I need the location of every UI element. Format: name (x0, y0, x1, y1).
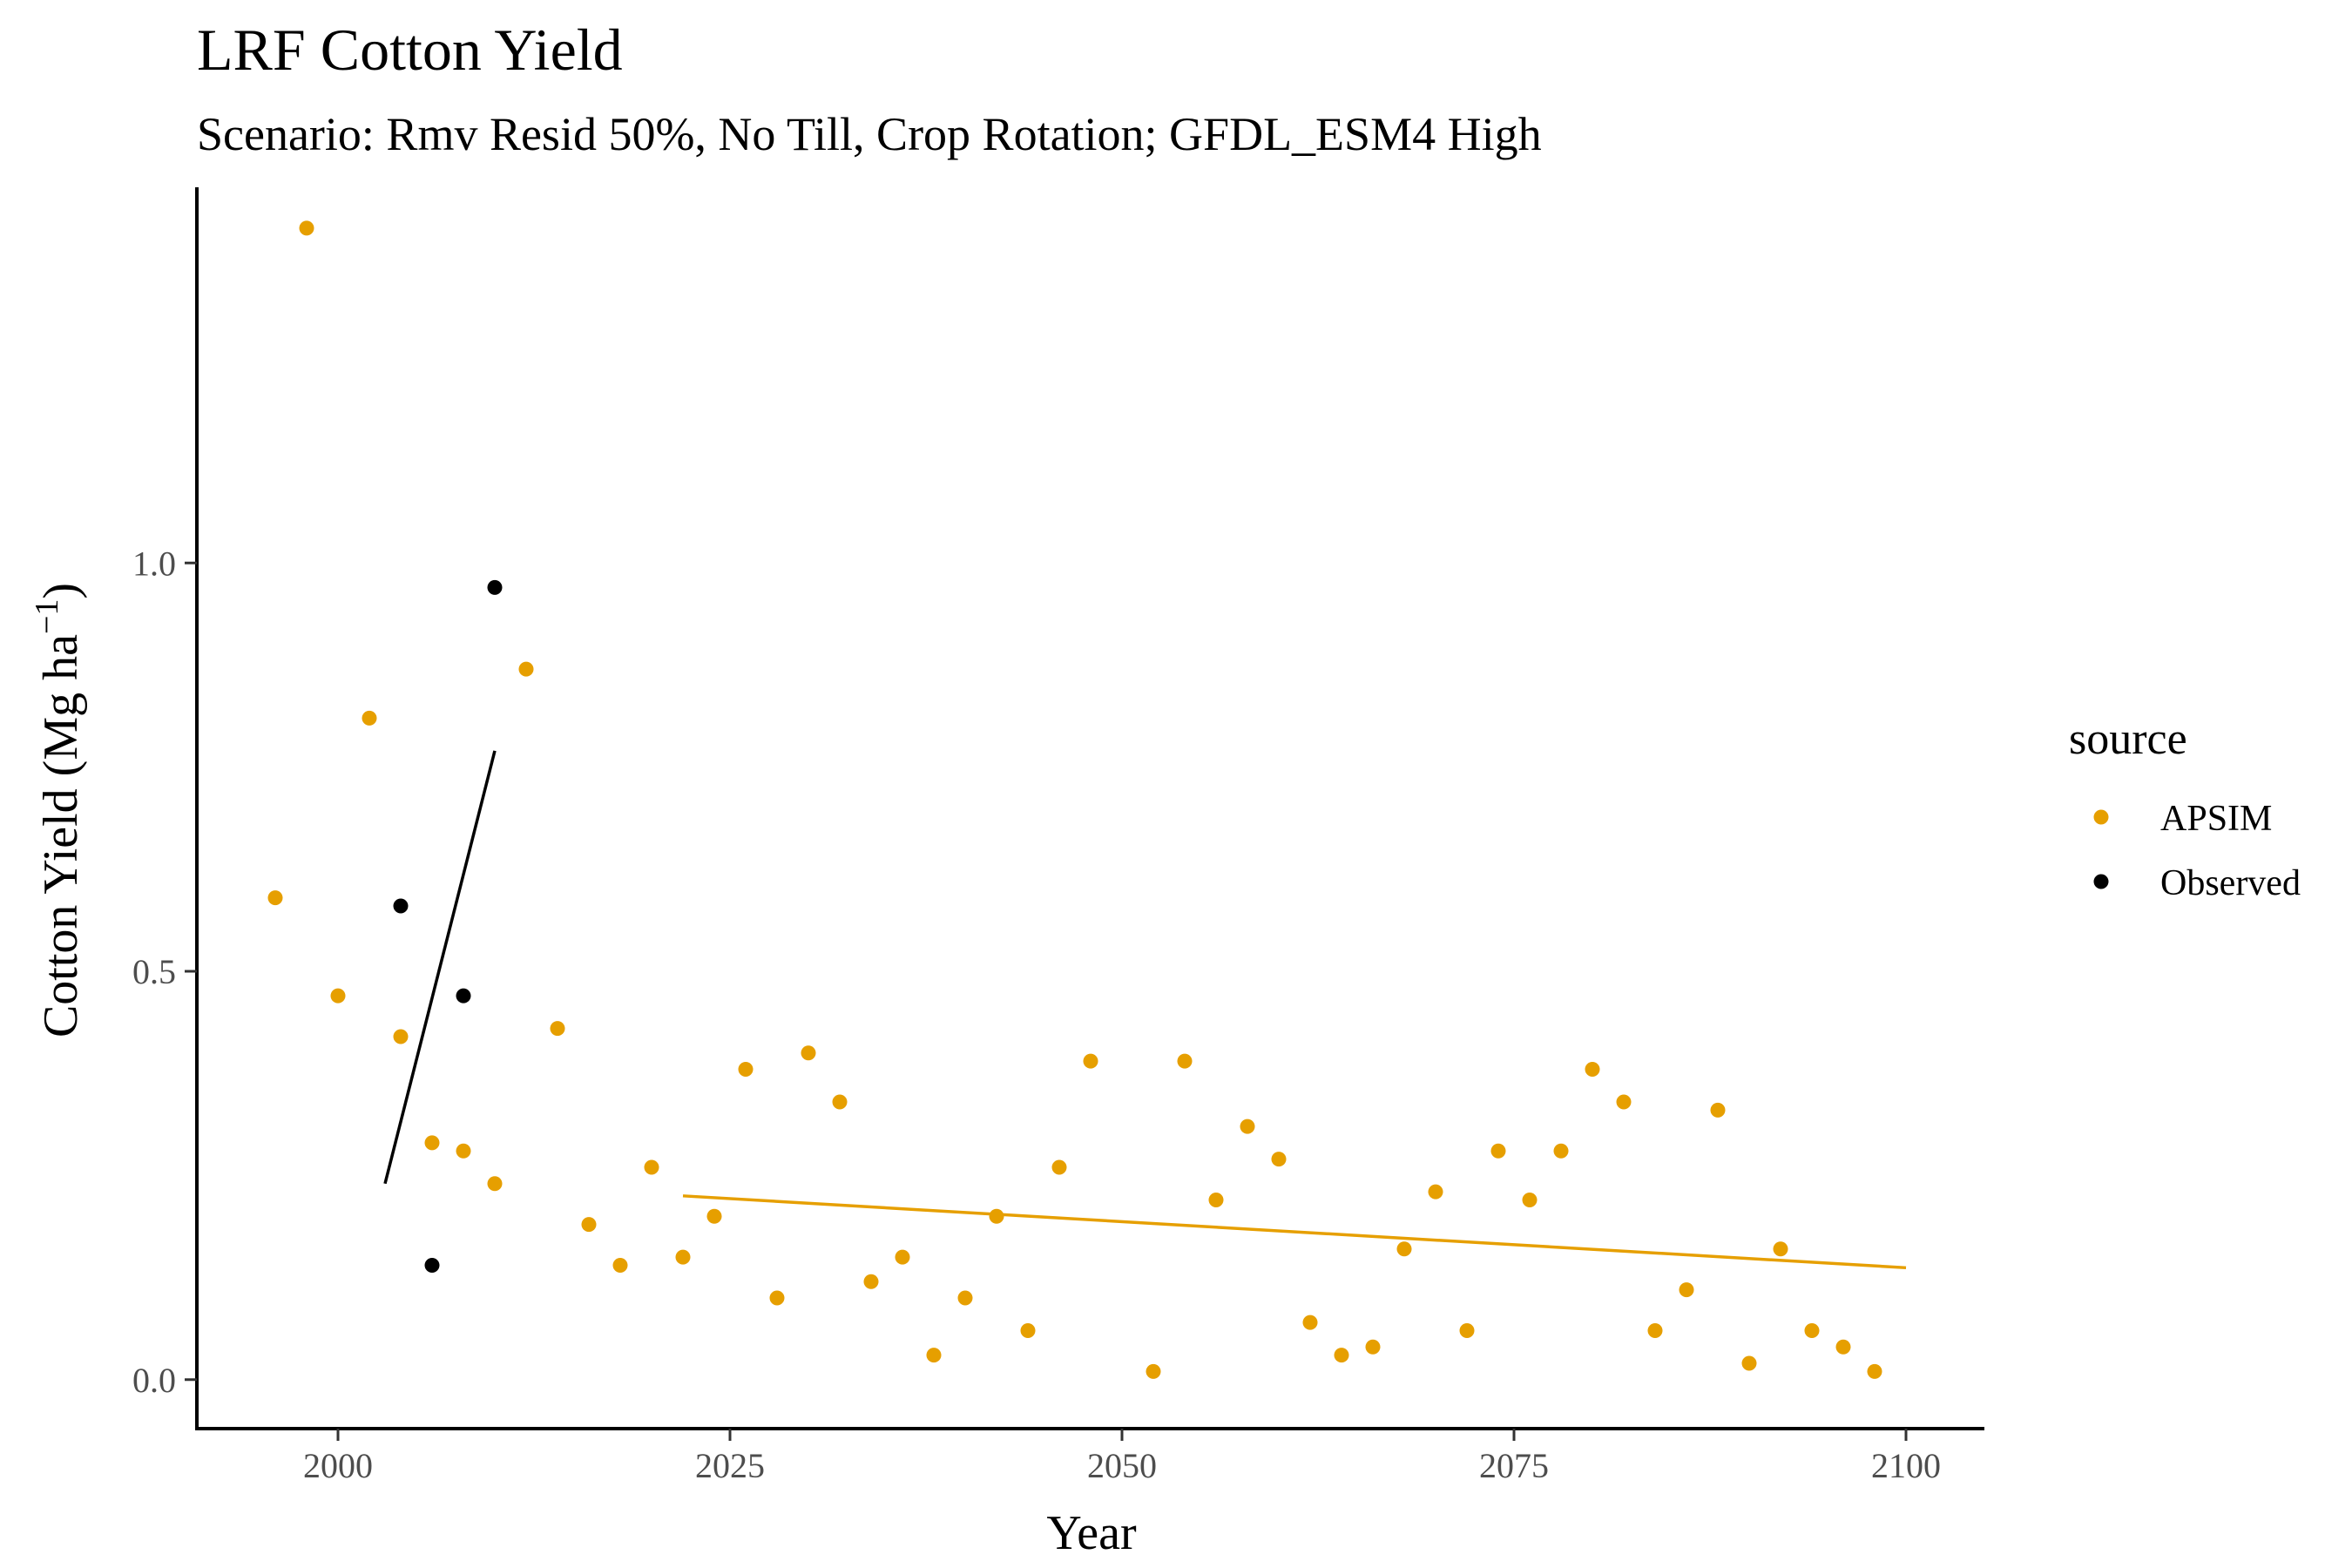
legend-entries: APSIM Observed (2093, 799, 2301, 903)
chart-subtitle: Scenario: Rmv Resid 50%, No Till, Crop R… (197, 108, 1542, 160)
apsim-point (330, 988, 346, 1004)
apsim-point (769, 1290, 785, 1306)
y-axis-title-superscript: −1 (29, 599, 65, 634)
apsim-point (1051, 1159, 1067, 1175)
apsim-point (1428, 1184, 1443, 1200)
apsim-point (644, 1159, 659, 1175)
apsim-point (1679, 1282, 1694, 1298)
apsim-point (1146, 1363, 1161, 1379)
x-tick-label: 2000 (303, 1446, 373, 1485)
apsim-point (895, 1249, 910, 1265)
apsim-point (456, 1143, 471, 1159)
apsim-point (1867, 1363, 1882, 1379)
observed-point (456, 988, 471, 1004)
apsim-point (1710, 1102, 1726, 1118)
apsim-point (1396, 1241, 1412, 1257)
apsim-point (1616, 1094, 1632, 1110)
apsim-point (299, 220, 314, 236)
chart-title: LRF Cotton Yield (197, 17, 623, 83)
apsim-point (581, 1217, 597, 1233)
apsim-point (393, 1029, 409, 1044)
observed-point (487, 579, 503, 595)
apsim-trend-line (682, 1194, 1907, 1270)
x-tick-label: 2075 (1479, 1446, 1549, 1485)
legend-label-observed: Observed (2160, 863, 2301, 903)
legend-key-observed (2093, 874, 2109, 889)
apsim-point (1365, 1339, 1381, 1355)
apsim-point (1773, 1241, 1788, 1257)
legend-key-apsim (2093, 809, 2109, 825)
apsim-point (1522, 1193, 1538, 1207)
apsim-point (801, 1045, 816, 1061)
apsim-point (1647, 1323, 1663, 1338)
apsim-point (1490, 1143, 1506, 1159)
apsim-point (1208, 1193, 1224, 1207)
apsim-point (1271, 1152, 1287, 1167)
apsim-point (267, 890, 283, 906)
apsim-point (1177, 1053, 1193, 1069)
data-marks (267, 220, 1907, 1379)
y-axis-title: Cotton Yield (Mg ha−1) (29, 583, 88, 1037)
x-axis-title: Year (1046, 1506, 1137, 1560)
apsim-point (612, 1258, 628, 1273)
apsim-point (1302, 1315, 1318, 1330)
apsim-point (424, 1135, 440, 1151)
legend-title: source (2069, 714, 2187, 764)
x-tick-label: 2100 (1871, 1446, 1941, 1485)
apsim-point (1553, 1143, 1569, 1159)
y-axis-title-close: ) (34, 583, 88, 599)
apsim-point (518, 661, 534, 677)
apsim-point (1459, 1323, 1475, 1338)
x-tick-label: 2025 (695, 1446, 765, 1485)
apsim-point (989, 1208, 1004, 1224)
observed-point (424, 1258, 440, 1273)
legend: source APSIM Observed (2069, 714, 2301, 903)
apsim-point (957, 1290, 973, 1306)
apsim-point (675, 1249, 691, 1265)
apsim-point (1741, 1355, 1757, 1371)
apsim-point (1083, 1053, 1098, 1069)
plot-area: 2000 2025 2050 2075 2100 0.0 0.5 1.0 (132, 187, 1984, 1485)
apsim-point (1804, 1323, 1820, 1338)
apsim-point (706, 1208, 722, 1224)
x-axis-ticks: 2000 2025 2050 2075 2100 (303, 1429, 1941, 1485)
apsim-point (550, 1021, 565, 1037)
apsim-point (926, 1348, 942, 1363)
apsim-point (362, 710, 377, 726)
apsim-point (863, 1274, 879, 1289)
apsim-point (487, 1176, 503, 1192)
apsim-point (1835, 1339, 1851, 1355)
y-axis-title-text: Cotton Yield (Mg ha (34, 634, 88, 1037)
observed-trend-line (383, 750, 497, 1185)
apsim-point (1585, 1062, 1600, 1077)
apsim-point (738, 1062, 754, 1077)
y-axis-ticks: 0.0 0.5 1.0 (132, 544, 197, 1400)
y-tick-label: 0.0 (132, 1361, 176, 1400)
observed-point (393, 898, 409, 914)
apsim-point (1334, 1348, 1349, 1363)
legend-label-apsim: APSIM (2160, 799, 2272, 839)
apsim-point (832, 1094, 848, 1110)
apsim-point (1240, 1119, 1255, 1134)
apsim-point (1020, 1323, 1036, 1338)
y-tick-label: 1.0 (132, 544, 176, 583)
x-tick-label: 2050 (1087, 1446, 1157, 1485)
y-tick-label: 0.5 (132, 952, 176, 991)
